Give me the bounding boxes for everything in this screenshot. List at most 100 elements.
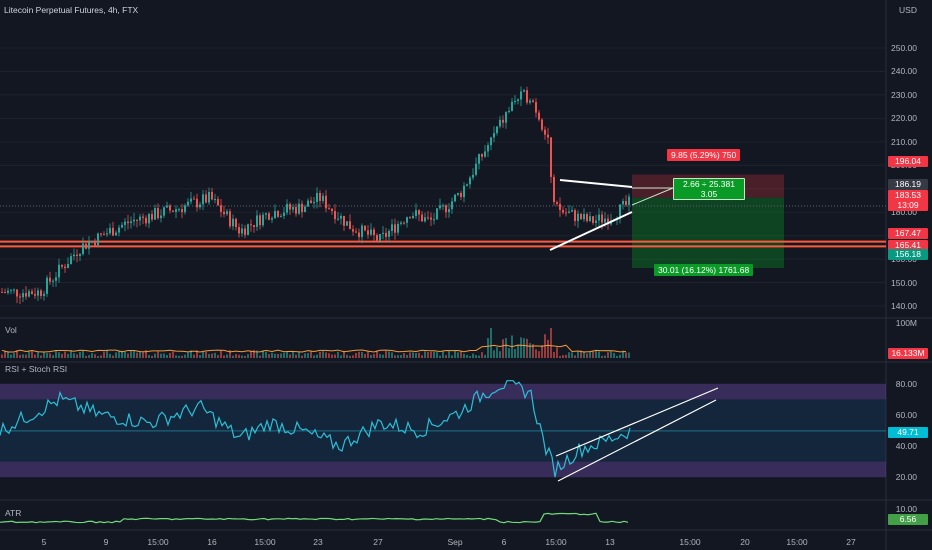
candle-body — [106, 233, 108, 235]
volume-bar — [295, 354, 297, 358]
last-price-tag: 183.53 — [888, 190, 928, 201]
volume-bar — [121, 350, 123, 358]
volume-bar — [109, 353, 111, 358]
candle-body — [37, 290, 39, 296]
volume-bar — [67, 353, 69, 358]
candle-body — [253, 225, 255, 227]
triangle-lower-line — [549, 211, 633, 251]
level-2-tag: 165.41 — [888, 240, 928, 251]
candle-body — [355, 231, 357, 233]
candle-body — [331, 208, 333, 212]
candle-body — [193, 198, 195, 200]
volume-bar — [343, 350, 345, 358]
volume-bar — [97, 355, 99, 358]
candle-body — [598, 214, 600, 221]
volume-bar — [487, 338, 489, 358]
candle-body — [421, 214, 423, 222]
rsi-oversold-zone — [0, 461, 886, 478]
candle-body — [169, 205, 171, 211]
candle-body — [307, 200, 309, 207]
volume-bar — [25, 354, 27, 358]
candle-body — [340, 215, 342, 219]
volume-tag: 16.133M — [888, 348, 928, 359]
volume-bar — [478, 355, 480, 358]
volume-bar — [52, 355, 54, 358]
volume-bar — [37, 352, 39, 358]
candle-body — [82, 243, 84, 255]
volume-bar — [397, 355, 399, 358]
candle-body — [580, 213, 582, 220]
candle-body — [301, 203, 303, 213]
volume-bar — [439, 355, 441, 358]
volume-bar — [547, 339, 549, 358]
volume-bar — [241, 355, 243, 358]
time-axis-label: Sep — [447, 537, 463, 547]
candle-body — [262, 214, 264, 226]
candle-body — [535, 102, 537, 113]
candle-body — [100, 233, 102, 235]
candle-body — [379, 233, 381, 241]
volume-bar — [574, 355, 576, 358]
candle-body — [52, 280, 54, 282]
candle-body — [448, 209, 450, 213]
candle-body — [43, 293, 45, 296]
volume-bar — [16, 350, 18, 358]
candle-body — [247, 224, 249, 235]
volume-bar — [538, 351, 540, 358]
candle-body — [442, 205, 444, 207]
candle-body — [25, 293, 27, 297]
candle-body — [85, 243, 87, 249]
volume-bar — [49, 353, 51, 358]
candle-body — [502, 119, 504, 123]
candle-body — [61, 264, 63, 267]
volume-bar — [310, 351, 312, 358]
volume-bar — [268, 354, 270, 358]
volume-bar — [1, 354, 3, 358]
candle-body — [550, 137, 552, 177]
candle-body — [496, 126, 498, 134]
volume-bar — [472, 353, 474, 358]
volume-bar — [499, 351, 501, 358]
candle-body — [508, 110, 510, 113]
volume-bar — [376, 350, 378, 358]
volume-bar — [322, 351, 324, 358]
volume-bar — [217, 355, 219, 358]
volume-bar — [112, 355, 114, 358]
volume-bar — [490, 328, 492, 358]
candle-body — [484, 151, 486, 157]
time-axis-label: 15:00 — [679, 537, 701, 547]
candle-body — [172, 210, 174, 212]
candle-body — [199, 204, 201, 208]
candle-body — [568, 211, 570, 213]
candle-body — [280, 215, 282, 217]
candle-body — [109, 227, 111, 234]
candle-body — [334, 211, 336, 220]
volume-bar — [442, 350, 444, 358]
risk-reward-box[interactable]: 2.66 ÷ 25.381 3.05 — [673, 178, 745, 200]
candle-body — [343, 215, 345, 226]
candle-body — [373, 229, 375, 236]
candle-body — [10, 289, 12, 291]
candle-body — [322, 195, 324, 201]
volume-bar — [229, 350, 231, 358]
volume-bar — [337, 351, 339, 358]
candle-body — [232, 218, 234, 227]
candle-body — [67, 264, 69, 269]
candle-body — [412, 216, 414, 219]
candle-body — [565, 212, 567, 214]
volume-bar — [160, 353, 162, 358]
volume-bar — [34, 354, 36, 358]
volume-bar — [223, 355, 225, 358]
candle-body — [553, 176, 555, 203]
reward-zone — [632, 197, 784, 269]
candle-body — [103, 234, 105, 236]
volume-bar — [331, 354, 333, 358]
candle-body — [538, 112, 540, 120]
candle-body — [439, 205, 441, 209]
candle-body — [436, 208, 438, 220]
price-tag-1: 186.19 — [888, 179, 928, 190]
volume-bar — [430, 351, 432, 358]
volume-bar — [253, 350, 255, 358]
price-axis-label: 240.00 — [891, 66, 917, 77]
